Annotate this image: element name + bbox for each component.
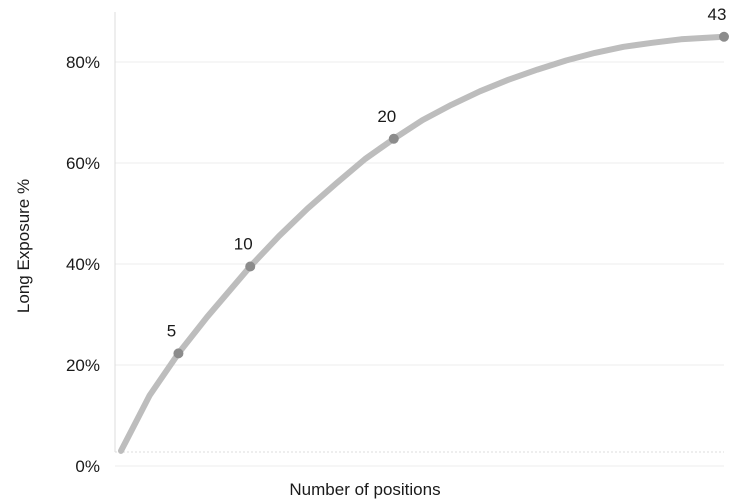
- y-tick-label: 0%: [75, 457, 100, 476]
- point-label-43: 43: [708, 5, 727, 24]
- y-tick-labels: 0% 20% 40% 60% 80%: [66, 53, 100, 476]
- exposure-curve: [118, 33, 727, 454]
- grid-lines: [115, 61, 724, 467]
- y-axis-title: Long Exposure %: [14, 179, 33, 313]
- highlighted-points: 5 10 20 43: [167, 5, 729, 359]
- point-marker-10: [245, 261, 256, 272]
- y-tick-label: 60%: [66, 154, 100, 173]
- y-tick-label: 20%: [66, 356, 100, 375]
- point-label-5: 5: [167, 321, 176, 340]
- point-label-10: 10: [234, 235, 253, 254]
- point-marker-20: [388, 133, 399, 144]
- point-label-20: 20: [377, 107, 396, 126]
- x-axis-title: Number of positions: [289, 480, 440, 499]
- y-tick-label: 40%: [66, 255, 100, 274]
- point-marker-43: [719, 31, 729, 42]
- point-marker-5: [173, 348, 184, 359]
- y-tick-label: 80%: [66, 53, 100, 72]
